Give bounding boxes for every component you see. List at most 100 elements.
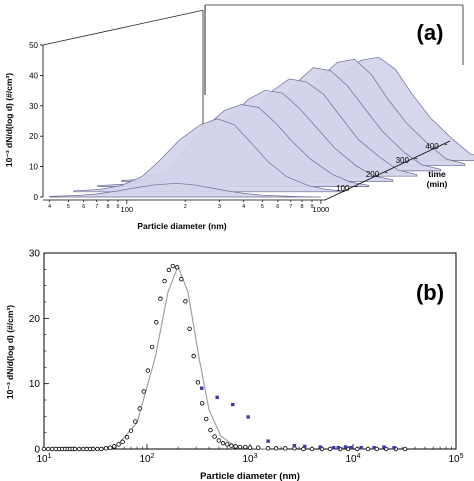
- panel-a-x-axis: 4 5 6 7 8 9 100 2 3 4 5 6 7 8 9 1000: [43, 199, 330, 214]
- panel-b-open-circle-point: [220, 440, 226, 446]
- panel-b-open-circle-point: [191, 354, 196, 359]
- panel-b-open-circle-point: [355, 446, 360, 452]
- panel-b-open-circle-series: [41, 263, 408, 452]
- panel-a-time-tick-label: 100: [336, 184, 350, 193]
- panel-b-x-tick-label: 104: [345, 453, 360, 465]
- panel-b-y-axis-label: 10⁻³ dN/d(log d) (#/cm³): [5, 305, 15, 399]
- panel-b-filled-point: [292, 444, 297, 448]
- panel-a-x-tick-label: 6: [82, 204, 85, 210]
- panel-b-open-circle-point: [216, 438, 222, 443]
- panel-a-x-tick-label: 5: [67, 204, 70, 210]
- panel-b-open-circle-point: [103, 446, 109, 451]
- panel-a-time-axis-unit: (min): [427, 179, 448, 189]
- panel-b-filled-point: [200, 386, 204, 390]
- panel-b-open-circle-point: [309, 446, 315, 452]
- panel-b-open-circle-point: [402, 446, 408, 452]
- panel-b-open-circle-point: [187, 326, 192, 331]
- panel-a-time-axis-line: [324, 140, 451, 201]
- panel-a-x-tick-label: 9: [310, 204, 313, 210]
- panel-b-open-circle-point: [46, 446, 51, 452]
- panel-b-open-circle-point: [365, 446, 371, 452]
- panel-a-time-tick: [354, 185, 358, 188]
- panel-b-open-circle-point: [145, 368, 151, 373]
- panel-b-open-circle-point: [179, 276, 184, 282]
- panel-b-open-circle-point: [274, 446, 279, 451]
- panel-b-filled-point: [336, 445, 341, 450]
- panel-b-x-axis-label: Particle diameter (nm): [200, 471, 300, 481]
- panel-a-y-tick-label: 50: [29, 41, 38, 50]
- panel-b-filled-point: [266, 439, 270, 443]
- panel-b-filled-point: [231, 402, 235, 407]
- panel-b-filled-point: [372, 445, 376, 450]
- panel-b-open-circle-point: [41, 446, 47, 452]
- panel-a-y-tick-label: 10: [29, 163, 38, 172]
- panel-b-fit-line: [93, 265, 269, 450]
- panel-b-open-circle-point: [212, 434, 217, 439]
- panel-b-open-circle-point: [128, 428, 134, 433]
- panel-b-open-circle-point: [154, 320, 159, 325]
- panel-b-open-circle-point: [174, 265, 180, 270]
- panel-b-filled-point: [318, 445, 322, 449]
- panel-b-open-circle-point: [247, 445, 253, 450]
- panel-b-y-tick-label: 10: [29, 379, 41, 390]
- panel-b-open-circle-point: [243, 444, 248, 450]
- panel-b-open-circle-point: [80, 446, 86, 452]
- panel-a-series-t0: [49, 182, 321, 198]
- panel-a-y-tick-label: 20: [29, 132, 38, 141]
- panel-a-time-tick: [443, 143, 448, 146]
- panel-b-y-axis: 0 10 20 30: [29, 249, 49, 456]
- panel-b-open-circle-point: [183, 299, 188, 304]
- panel-a-x-tick-label: 2: [184, 204, 187, 210]
- panel-a-x-tick-label: 6: [276, 204, 279, 210]
- panel-b-open-circle-point: [162, 278, 167, 284]
- panel-a-wall-top-edge: [42, 9, 204, 46]
- panel-a-y-tick-label: 0: [34, 193, 39, 202]
- panel-b-open-circle-point: [255, 445, 261, 450]
- panel-a-x-tick-label: 4: [242, 204, 245, 210]
- panel-b-filled-point: [303, 444, 307, 449]
- panel-b-open-circle-point: [199, 401, 205, 406]
- panel-b-x-tick-label: 101: [36, 453, 51, 465]
- panel-b-open-circle-point: [283, 446, 288, 451]
- panel-a-x-tick-label: 3: [218, 204, 221, 210]
- panel-b-open-circle-point: [149, 344, 155, 350]
- panel-b-open-circle-point: [72, 446, 78, 452]
- panel-a-series-curves: [49, 56, 474, 198]
- panel-b-open-circle-point: [137, 406, 142, 411]
- panel-b-open-circle-point: [195, 380, 201, 385]
- panel-b-filled-point: [332, 445, 336, 450]
- panel-b-filled-point: [246, 415, 250, 419]
- panel-a-time-tick-label: 400: [425, 142, 439, 151]
- panel-b-fit-curve: [93, 265, 269, 450]
- panel-b-x-tick-label: 103: [242, 453, 257, 465]
- panel-b-filled-point: [215, 395, 219, 400]
- panel-b-open-circle-point: [229, 443, 234, 448]
- panel-a-y-axis: 0 10 20 30 40 50: [29, 41, 44, 202]
- panel-b-open-circle-point: [90, 446, 96, 452]
- panel-b-open-circle-point: [99, 446, 104, 452]
- panel-a-y-axis-label: 10⁻³ dN/d(log d) (#/cm³): [4, 73, 14, 167]
- panel-b-open-circle-point: [166, 267, 172, 273]
- panel-b-filled-point: [344, 445, 348, 449]
- panel-b-open-circle-point: [124, 435, 130, 440]
- panel-a-time-tick: [384, 171, 388, 174]
- panel-a-x-tick-label: 7: [289, 204, 292, 210]
- panel-a-time-axis: 100 200 300 400: [324, 140, 451, 201]
- panel-b-x-tick-label: 102: [139, 453, 154, 465]
- panel-a-x-tick-label: 1000: [313, 205, 330, 214]
- panel-b-open-circle-point: [111, 444, 117, 449]
- panel-a-x-tick-label: 100: [121, 205, 134, 214]
- panel-b-open-circle-point: [49, 446, 55, 452]
- panel-a-y-tick-label: 40: [29, 71, 38, 80]
- panel-a-time-axis-label: time: [428, 169, 446, 179]
- panel-b-filled-point: [392, 445, 396, 450]
- panel-a-label: (a): [417, 20, 444, 45]
- panel-b-open-circle-point: [108, 445, 113, 450]
- panel-a-series-t60: [73, 118, 346, 193]
- panel-b-open-circle-point: [77, 446, 82, 452]
- panel-b-open-circle-point: [116, 442, 121, 447]
- panel-b-label: (b): [416, 280, 444, 305]
- panel-b-open-circle-point: [204, 416, 209, 422]
